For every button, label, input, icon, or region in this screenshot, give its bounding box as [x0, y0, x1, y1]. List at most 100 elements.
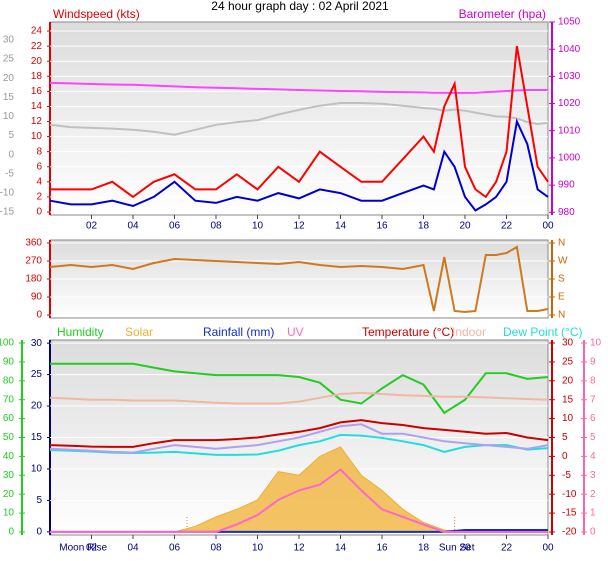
tick-label: 1040: [558, 44, 581, 55]
tick-label: 2: [36, 192, 42, 203]
x-tick-label: 04: [127, 543, 139, 554]
line: [50, 45, 549, 199]
tick-label: 20: [3, 489, 15, 500]
tick-label: 15: [31, 432, 43, 443]
tick-label: 2: [590, 489, 596, 500]
tick-label: 9: [590, 357, 596, 368]
line: [50, 362, 549, 415]
tick-label: 1050: [558, 17, 581, 28]
x-tick-label: 08: [210, 221, 222, 232]
tick-label: 25: [31, 369, 43, 380]
tick-label: 22: [31, 41, 43, 52]
tick-label: 25: [3, 54, 15, 65]
x-tick-label: 06: [169, 221, 181, 232]
tick-label: 90: [3, 357, 15, 368]
tick-label: 40: [3, 451, 15, 462]
line: [49, 423, 549, 454]
tick-label: 20: [31, 56, 43, 67]
x-tick-label: 22: [501, 221, 513, 232]
x-tick-label: 18: [418, 543, 430, 554]
tick-label: 20: [562, 375, 574, 386]
tick-label: 15: [3, 92, 15, 103]
line: [49, 102, 549, 136]
tick-label: 8: [36, 146, 42, 157]
tick-label: 20: [31, 401, 43, 412]
tick-label: 3: [590, 470, 596, 481]
tick-label: 18: [31, 71, 43, 82]
legend-entry: Humidity: [57, 325, 104, 339]
tick-label: 24: [31, 26, 43, 37]
x-tick-label: 02: [86, 543, 98, 554]
tick-label: 1: [590, 508, 596, 519]
x-tick-label: 14: [335, 221, 347, 232]
tick-label: 10: [3, 111, 15, 122]
tick-label: 10: [562, 413, 574, 424]
x-tick-label: 16: [376, 543, 388, 554]
tick-label: 4: [590, 451, 596, 462]
tick-label: S: [558, 274, 565, 285]
tick-label: -15: [0, 207, 14, 218]
tick-label: -20: [562, 527, 577, 538]
line: [50, 468, 548, 533]
tick-label: 0: [36, 310, 42, 321]
tick-label: 15: [562, 394, 574, 405]
x-tick-label: 22: [501, 543, 513, 554]
x-tick-label: 18: [418, 221, 430, 232]
tick-label: 20: [3, 73, 15, 84]
tick-label: 70: [3, 394, 15, 405]
tick-label: 1030: [558, 71, 581, 82]
tick-label: 10: [31, 131, 43, 142]
tick-label: 5: [590, 432, 596, 443]
tick-label: 0: [36, 207, 42, 218]
x-tick-label: 08: [210, 543, 222, 554]
tick-label: 180: [25, 274, 42, 285]
tick-label: 5: [8, 130, 14, 141]
tick-label: 12: [31, 116, 43, 127]
wind-label: Windspeed (kts): [53, 7, 140, 21]
legend-entry: Rainfall (mm): [203, 325, 274, 339]
line: [49, 81, 548, 94]
tick-label: E: [558, 292, 565, 303]
tick-label: 50: [3, 432, 15, 443]
tick-label: 90: [31, 292, 43, 303]
tick-label: 30: [3, 470, 15, 481]
tick-label: 8: [590, 375, 596, 386]
tick-label: -5: [5, 168, 14, 179]
line: [49, 391, 549, 405]
chart-title: 24 hour graph day : 02 April 2021: [211, 0, 389, 13]
tick-label: 0: [36, 526, 42, 537]
tick-label: 16: [31, 86, 43, 97]
tick-label: 0: [562, 451, 568, 462]
x-tick-label: 00: [542, 543, 554, 554]
tick-label: 0: [590, 527, 596, 538]
tick-label: 100: [0, 338, 14, 349]
tick-label: N: [558, 238, 565, 249]
x-tick-label: 06: [169, 543, 181, 554]
line: [49, 118, 549, 212]
tick-label: 360: [25, 238, 42, 249]
tick-label: 30: [562, 338, 574, 349]
tick-label: 5: [36, 495, 42, 506]
tick-label: 60: [3, 413, 15, 424]
tick-label: 30: [3, 35, 15, 46]
tick-label: 10: [590, 338, 602, 349]
tick-label: 0: [8, 149, 14, 160]
tick-label: -15: [562, 508, 577, 519]
line: [49, 419, 549, 448]
x-tick-label: 12: [293, 221, 305, 232]
tick-label: 270: [25, 256, 42, 267]
tick-label: 980: [558, 207, 575, 218]
tick-label: 14: [31, 101, 43, 112]
tick-label: 80: [3, 375, 15, 386]
annotation: Sun Set: [439, 543, 475, 554]
tick-label: 30: [31, 338, 43, 349]
tick-label: 990: [558, 180, 575, 191]
tick-label: 1000: [558, 153, 581, 164]
x-tick-label: 16: [376, 221, 388, 232]
x-tick-label: 10: [252, 221, 264, 232]
tick-label: 4: [36, 176, 42, 187]
line: [49, 245, 549, 314]
tick-label: 1020: [558, 98, 581, 109]
legend-entry: Solar: [125, 325, 153, 339]
